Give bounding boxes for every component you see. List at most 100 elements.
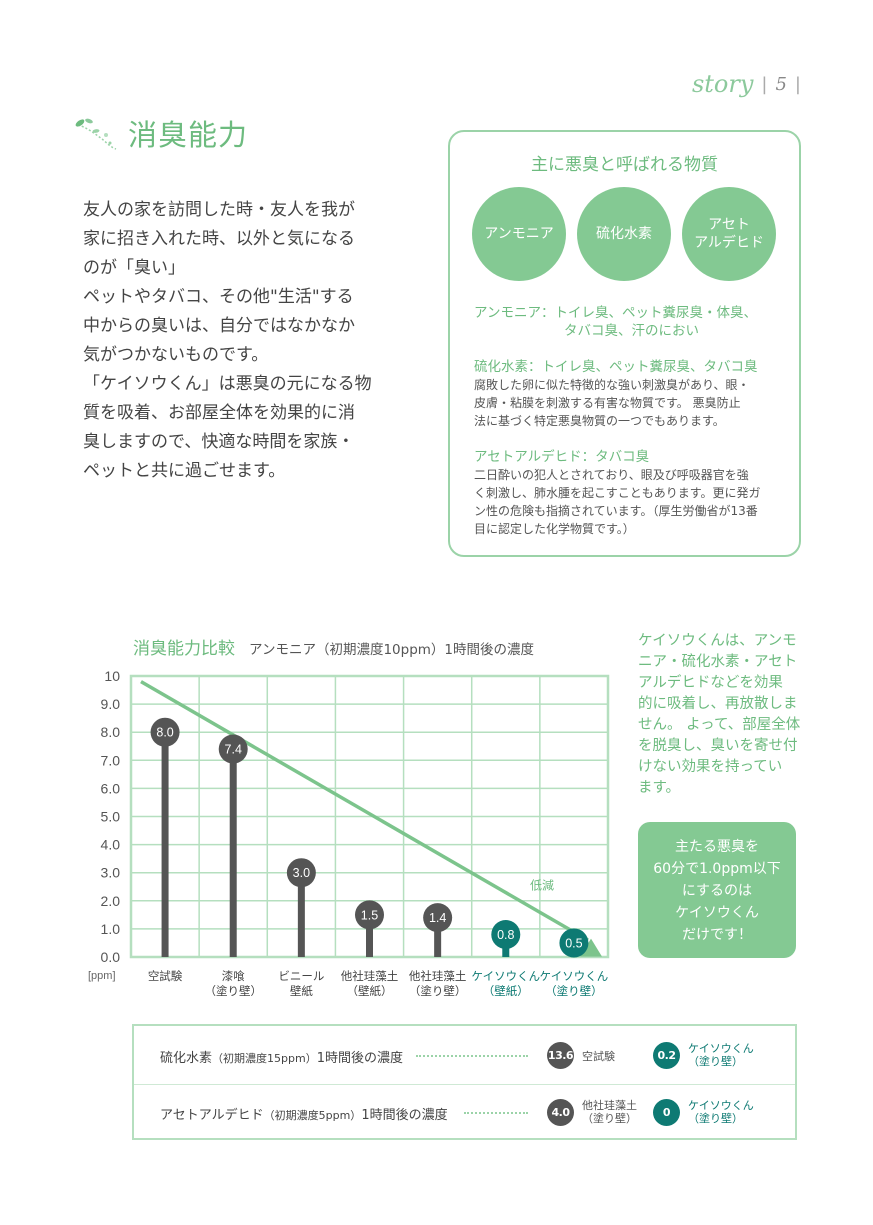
- y-tick-label: 5.0: [101, 809, 121, 825]
- page-number: 5: [775, 73, 787, 95]
- description-line: 皮膚・粘膜を刺激する有害な物質です。 悪臭防止: [474, 396, 741, 410]
- x-tick-label: 空試験: [148, 969, 183, 983]
- badge-label: ケイソウくん （塗り壁）: [688, 1099, 754, 1125]
- x-tick-label-line2: （塗り壁）: [545, 984, 603, 998]
- ammonia-description: アンモニア：トイレ臭、ペット糞尿臭・体臭、 タバコ臭、汗のにおい: [474, 304, 784, 340]
- x-tick-label-line2: （塗り壁）: [409, 984, 467, 998]
- badge-label-line: 空試験: [582, 1050, 615, 1063]
- comparison-row-acetaldehyde: アセトアルデヒド（初期濃度5ppm）1時間後の濃度 4.0 他社珪藻土 （塗り壁…: [134, 1084, 795, 1140]
- bar: [229, 749, 237, 957]
- intro-line: 友人の家を訪問した時・友人を我が: [83, 200, 355, 220]
- trend-annotation: 低減: [530, 878, 554, 893]
- circle-label-line: アセト: [708, 217, 750, 233]
- y-tick-label: 3.0: [101, 865, 121, 881]
- chart-title-main: 消臭能力比較: [133, 639, 235, 659]
- description-line: く刺激し、肺水腫を起こすこともあります。更に発ガ: [474, 486, 761, 500]
- y-tick-label: 6.0: [101, 780, 121, 796]
- story-label: story: [691, 70, 754, 98]
- x-tick-label: 漆喰: [222, 969, 245, 983]
- y-tick-label: 8.0: [101, 724, 121, 740]
- dotted-leader: [464, 1112, 528, 1114]
- side-line: ケイソウくんは、アンモ: [638, 633, 797, 649]
- callout-line: 60分で1.0ppm以下: [653, 861, 781, 877]
- value-badge: 13.6: [547, 1042, 574, 1069]
- callout-box: 主たる悪臭を 60分で1.0ppm以下 にするのは ケイソウくん だけです！: [638, 822, 796, 958]
- badge-label-line: （塗り壁）: [582, 1112, 637, 1125]
- value-badge-highlight: 0.2: [653, 1042, 680, 1069]
- description-line: 目に認定した化学物質です。）: [474, 522, 635, 536]
- section-title-text: 消臭能力: [128, 118, 249, 152]
- side-line: 的に吸着し、再放散しま: [638, 696, 798, 712]
- acetaldehyde-description: アセトアルデヒド：タバコ臭 二日酔いの犯人とされており、眼及び呼吸器官を強 く刺…: [474, 448, 784, 538]
- bar: [297, 872, 305, 957]
- description-line: ン性の危険も指摘されています。（厚生労働省が13番: [474, 504, 758, 518]
- x-tick-label-line2: （壁紙）: [347, 984, 393, 998]
- badge-label: ケイソウくん （塗り壁）: [688, 1042, 754, 1068]
- bar-value-label: 7.4: [225, 743, 242, 757]
- substances-box: 主に悪臭と呼ばれる物質 アンモニア 硫化水素 アセト アルデヒド アンモニア：ト…: [448, 130, 801, 557]
- badge-label-line: （塗り壁）: [688, 1055, 743, 1068]
- trend-line: [140, 680, 589, 942]
- substance-circle-ammonia: アンモニア: [472, 187, 566, 281]
- value-badge-highlight: 0: [653, 1099, 680, 1126]
- bar-value-marker: [423, 903, 453, 933]
- badge-label-line: ケイソウくん: [688, 1099, 754, 1112]
- x-tick-label-line2: （壁紙）: [483, 984, 529, 998]
- callout-line: にするのは: [681, 883, 753, 899]
- description-line: 法に基づく特定悪臭物質の一つでもあります。: [474, 414, 725, 428]
- x-tick-label: ビニール: [278, 969, 324, 983]
- hydrogen-sulfide-heading: 硫化水素：トイレ臭、ペット糞尿臭、タバコ臭: [474, 359, 758, 375]
- header-separator-right: |: [794, 73, 801, 95]
- intro-line: のが「臭い」: [83, 258, 185, 278]
- comparison-label-main: アセトアルデヒド: [160, 1108, 264, 1123]
- badge-label: 他社珪藻土 （塗り壁）: [582, 1099, 637, 1125]
- value-badge: 4.0: [547, 1099, 574, 1126]
- bar-value-label: 1.4: [429, 911, 446, 925]
- intro-line: 質を吸着、お部屋全体を効果的に消: [83, 403, 355, 423]
- intro-paragraph: 友人の家を訪問した時・友人を我が 家に招き入れた時、以外と気になる のが「臭い」…: [83, 196, 372, 486]
- bar-value-label: 1.5: [361, 908, 378, 922]
- comparison-label-tail: 1時間後の濃度: [361, 1108, 448, 1123]
- bar-value-marker: [559, 928, 589, 958]
- comparison-box: 硫化水素（初期濃度15ppm）1時間後の濃度 13.6 空試験 0.2 ケイソウ…: [132, 1024, 797, 1140]
- ammonia-heading: アンモニア：トイレ臭、ペット糞尿臭・体臭、: [474, 305, 757, 321]
- substances-title: 主に悪臭と呼ばれる物質: [531, 155, 718, 175]
- side-line: せん。 よって、部屋全体: [638, 717, 801, 733]
- circle-label-line: アルデヒド: [694, 235, 764, 251]
- y-tick-label: 7.0: [101, 752, 121, 768]
- intro-line: 臭しますので、快適な時間を家族・: [83, 432, 355, 452]
- bar-value-marker: [218, 734, 248, 764]
- intro-line: 気がつかないものです。: [83, 345, 269, 365]
- circle-label: アンモニア: [484, 226, 554, 242]
- circle-label: アセト アルデヒド: [694, 216, 764, 252]
- section-title: 消臭能力: [72, 112, 248, 154]
- comparison-label: アセトアルデヒド（初期濃度5ppm）1時間後の濃度: [160, 1104, 448, 1123]
- bar: [366, 914, 373, 957]
- intro-line: 中からの臭いは、自分ではなかなか: [83, 316, 355, 336]
- x-tick-label: ケイソウくん: [540, 969, 609, 983]
- callout-line: ケイソウくん: [675, 905, 759, 921]
- y-tick-label: 1.0: [101, 921, 121, 937]
- y-tick-label: 0.0: [101, 949, 121, 965]
- intro-line: ペットと共に過ごせます。: [83, 461, 286, 481]
- bar-value-marker: [286, 858, 316, 888]
- unit-label: [ppm]: [88, 970, 116, 982]
- substance-circle-acetaldehyde: アセト アルデヒド: [682, 187, 776, 281]
- chart-title: 消臭能力比較 アンモニア（初期濃度10ppm）1時間後の濃度: [133, 634, 534, 659]
- x-tick-label: 他社珪藻土: [341, 969, 399, 983]
- header-separator: |: [761, 73, 768, 95]
- badge-label: 空試験: [582, 1050, 615, 1063]
- side-line: を脱臭し、臭いを寄せ付: [638, 738, 798, 754]
- side-line: ます。: [638, 780, 681, 796]
- badge-label-line: （塗り壁）: [688, 1112, 743, 1125]
- circle-label: 硫化水素: [596, 226, 652, 242]
- x-tick-label-line2: （塗り壁）: [204, 984, 262, 998]
- bar: [434, 917, 442, 957]
- badge-label-line: 他社珪藻土: [582, 1099, 637, 1112]
- y-tick-label: 9.0: [101, 696, 121, 712]
- bar: [161, 732, 169, 957]
- bar-value-marker: [491, 920, 521, 950]
- intro-line: ペットやタバコ、その他"生活"する: [83, 287, 354, 307]
- y-tick-label: 2.0: [101, 893, 121, 909]
- comparison-label-main: 硫化水素: [160, 1051, 213, 1066]
